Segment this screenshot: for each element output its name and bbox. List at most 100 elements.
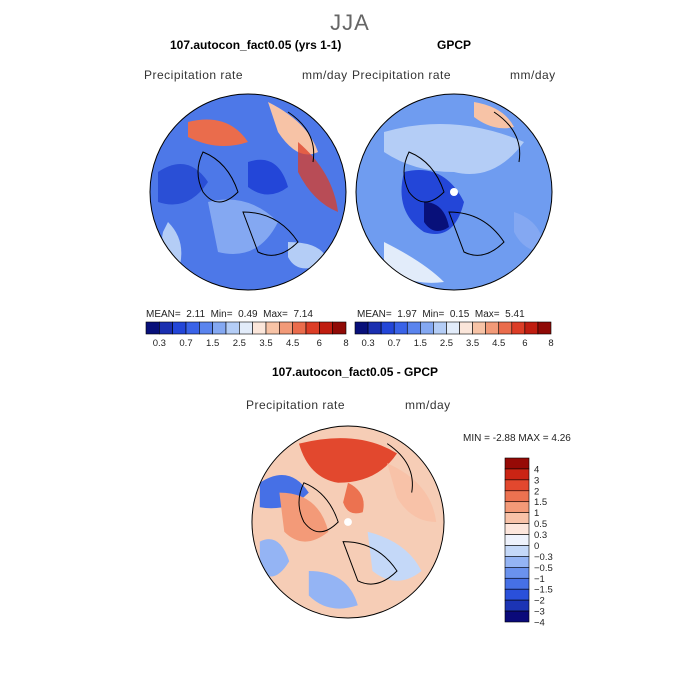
colorbar-swatch [199, 321, 213, 335]
colorbar-tick-label: −0.5 [534, 563, 553, 574]
colorbar-swatch [354, 321, 369, 335]
panel2-pole-hole [450, 188, 458, 196]
panel3-units: mm/day [405, 398, 451, 412]
colorbar-tick-label: 4.5 [286, 338, 299, 349]
colorbar-tick-label: 1.5 [414, 338, 427, 349]
colorbar-swatch [367, 321, 382, 335]
panel1-colorbar-ticks: 0.3 0.7 1.5 2.5 3.5 4.5 6 8 [153, 338, 349, 349]
colorbar-tick-label: −0.3 [534, 552, 553, 563]
panel2-coastline [403, 151, 445, 203]
panel2-mean-label: MEAN= [357, 309, 392, 320]
figure-title: JJA [330, 10, 370, 35]
panel2-coastline [493, 111, 521, 163]
colorbar-tick-label: 0.3 [534, 530, 547, 541]
colorbar-swatch [225, 321, 240, 335]
colorbar-tick-label: 8 [343, 338, 348, 349]
panel3-min-label: MIN = [463, 433, 490, 444]
colorbar-tick-label: −1 [534, 574, 545, 585]
panel1-mean-label: MEAN= [146, 309, 181, 320]
colorbar-swatch [504, 577, 530, 590]
colorbar-swatch [446, 321, 460, 335]
colorbar-swatch [433, 321, 447, 335]
colorbar-swatch [504, 479, 530, 492]
panel1-max-label: Max= [263, 309, 288, 320]
colorbar-swatch [332, 321, 347, 335]
colorbar-swatch [504, 534, 530, 546]
panel2-field-patch [474, 102, 514, 129]
colorbar-tick-label: 0.3 [361, 338, 374, 349]
panel2-stats: MEAN= 1.97 Min= 0.15 Max= 5.41 [357, 309, 525, 320]
colorbar-swatch [185, 321, 200, 335]
panel2-coastline [448, 211, 505, 256]
colorbar-swatch [504, 457, 530, 470]
panel3-colorbar [504, 457, 530, 623]
colorbar-tick-label: 1.5 [534, 497, 547, 508]
colorbar-swatch [239, 321, 253, 335]
colorbar-swatch [504, 490, 530, 503]
panel3-field-patch [259, 539, 290, 577]
panel3-field-patch [343, 482, 364, 514]
colorbar-swatch [172, 321, 187, 335]
colorbar-swatch [504, 556, 530, 568]
panel1-map [149, 93, 347, 291]
panel2-title: GPCP [437, 38, 472, 52]
panel2-field-patch [514, 212, 544, 252]
colorbar-tick-label: 1 [534, 508, 539, 519]
panel3-field-patch [308, 571, 358, 609]
panel1-map-border [149, 93, 347, 291]
panel2-colorbar-ticks: 0.3 0.7 1.5 2.5 3.5 4.5 6 8 [361, 338, 553, 349]
panel1-units: mm/day [302, 68, 348, 82]
panel1-field-patch [208, 199, 278, 254]
panel2-min: 0.15 [449, 309, 470, 320]
panel2-map [355, 93, 553, 291]
panel3-coastline [342, 541, 398, 585]
colorbar-swatch [406, 321, 421, 335]
colorbar-swatch [319, 321, 333, 335]
panel1-coastline [287, 111, 315, 163]
colorbar-swatch [504, 512, 530, 524]
colorbar-swatch [498, 321, 513, 335]
panel1-field-patch [188, 119, 248, 146]
colorbar-swatch [145, 321, 160, 335]
colorbar-swatch [504, 523, 530, 535]
panel3-coastline [386, 443, 413, 493]
colorbar-tick-label: 0.7 [179, 338, 192, 349]
panel2-var-label: Precipitation rate [352, 68, 452, 82]
colorbar-tick-label: −1.5 [534, 585, 553, 596]
colorbar-swatch [485, 321, 500, 335]
panel2-colorbar [354, 321, 552, 335]
colorbar-tick-label: −4 [534, 618, 545, 629]
colorbar-swatch [212, 321, 227, 335]
panel2-field-patch [384, 124, 524, 174]
colorbar-tick-label: 2.5 [233, 338, 246, 349]
panel1-field-patch [298, 142, 338, 212]
panel3-max: 4.26 [551, 433, 571, 444]
panel1-stats: MEAN= 2.11 Min= 0.49 Max= 7.14 [146, 309, 313, 320]
panel1-field-patch [158, 164, 208, 205]
panel1-coastline [197, 151, 239, 203]
panel2-map-border [355, 93, 553, 291]
panel1-max: 7.14 [293, 309, 313, 320]
panel3-field-patch [367, 531, 422, 581]
colorbar-swatch [252, 321, 267, 335]
colorbar-swatch [504, 501, 530, 513]
colorbar-swatch [380, 321, 395, 335]
colorbar-swatch [537, 321, 552, 335]
panel2-field-patch [424, 202, 449, 231]
panel1-min: 0.49 [238, 309, 258, 320]
panel2-mean: 1.97 [397, 309, 417, 320]
panel3-pole-hole [344, 518, 352, 526]
panel3-field-patch [299, 438, 397, 483]
colorbar-tick-label: 2.5 [440, 338, 453, 349]
colorbar-swatch [504, 468, 530, 481]
colorbar-swatch [504, 545, 530, 557]
colorbar-swatch [279, 321, 293, 335]
colorbar-tick-label: 2 [534, 486, 539, 497]
colorbar-swatch [504, 610, 530, 623]
panel1-min-label: Min= [210, 309, 233, 320]
panel3-max-label: MAX = [518, 433, 549, 444]
panel3-min: -2.88 [492, 433, 516, 444]
colorbar-tick-label: 3 [534, 475, 539, 486]
panel1-var-label: Precipitation rate [144, 68, 244, 82]
